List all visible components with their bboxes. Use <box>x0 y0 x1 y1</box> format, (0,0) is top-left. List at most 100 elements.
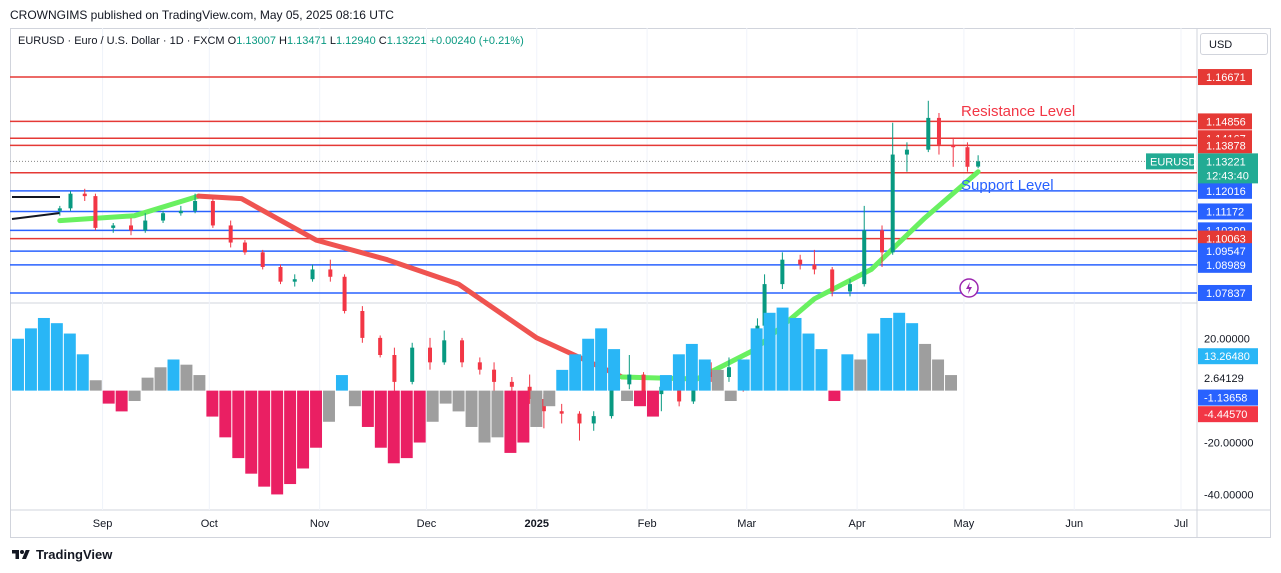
level-label-11: 1.07837 <box>1206 288 1246 300</box>
histogram-bar <box>361 390 374 427</box>
histogram-bar <box>12 338 24 391</box>
level-label-10: 1.08989 <box>1206 260 1246 272</box>
osc-value-label: 13.26480 <box>1204 351 1250 363</box>
candle-body <box>559 411 564 414</box>
histogram-bar <box>569 354 582 391</box>
candle-body <box>193 201 198 211</box>
histogram-bar <box>400 390 413 459</box>
time-tick-label: Apr <box>849 518 866 530</box>
histogram-bar <box>348 390 361 407</box>
candle-body <box>509 381 514 387</box>
level-label-1: 1.14856 <box>1206 116 1246 128</box>
candle-body <box>228 225 233 243</box>
candle-body <box>926 117 931 150</box>
histogram-bar <box>310 390 323 448</box>
histogram-bar <box>284 390 297 485</box>
level-label-5: 1.12016 <box>1206 186 1246 198</box>
candle-body <box>360 311 365 338</box>
candle-body <box>812 264 817 270</box>
time-tick-label: Oct <box>201 518 218 530</box>
legend-close-label: C <box>378 35 387 47</box>
level-badge-6 <box>1198 203 1252 220</box>
annotations: Resistance Level Support Level <box>959 103 1075 298</box>
candle-body <box>726 367 731 377</box>
histogram-bar <box>530 390 543 427</box>
legend-close: 1.13221 <box>386 35 427 47</box>
support-level-annotation: Support Level <box>961 177 1054 194</box>
histogram-bar <box>595 328 608 391</box>
histogram-bar <box>750 328 763 391</box>
osc-axis-label: 20.00000 <box>1204 334 1250 346</box>
candle-body <box>477 362 482 370</box>
currency-button[interactable]: USD <box>1200 33 1268 55</box>
legend-high: 1.13471 <box>287 35 327 47</box>
histogram-bar <box>659 375 672 391</box>
level-badge-8 <box>1198 230 1252 247</box>
histogram-bar <box>763 312 776 391</box>
legend-high-label: H <box>279 35 287 47</box>
osc-value-label: -1.13658 <box>1204 393 1247 405</box>
osc-value-badge <box>1198 389 1258 406</box>
time-axis: Sep Oct Nov Dec 2025 Feb Mar Apr May Jun Jul <box>93 518 1188 530</box>
tradingview-brand[interactable]: TradingView <box>10 547 112 562</box>
candle-body <box>392 355 397 382</box>
histogram-bar <box>63 333 76 391</box>
histogram-bar <box>893 312 906 391</box>
histogram-bar <box>880 317 893 391</box>
histogram-bar <box>323 390 335 422</box>
level-label-0: 1.16671 <box>1206 72 1246 84</box>
candle-body <box>111 225 116 228</box>
level-label-8: 1.10063 <box>1206 234 1246 246</box>
osc-value-badge <box>1198 348 1258 365</box>
candle-body <box>292 279 297 282</box>
histogram-bar <box>452 390 465 412</box>
level-label-3: 1.13878 <box>1206 140 1246 152</box>
histogram-bar <box>297 390 310 469</box>
histogram-bar <box>815 349 828 391</box>
osc-value-label: -4.44570 <box>1204 409 1247 421</box>
histogram-bar <box>193 375 206 391</box>
histogram-bar <box>919 343 932 391</box>
publisher-line: CROWNGIMS published on TradingView.com, … <box>10 8 394 22</box>
candle-body <box>830 269 835 292</box>
histogram-bar <box>154 367 167 391</box>
legend-open: 1.13007 <box>236 35 276 47</box>
candle-body <box>342 276 347 311</box>
resistance-level-annotation: Resistance Level <box>961 103 1075 120</box>
candle-body <box>260 252 265 267</box>
histogram-bar <box>271 390 284 495</box>
time-tick-label: Dec <box>417 518 437 530</box>
candle-body <box>278 267 283 282</box>
time-tick-label: Nov <box>310 518 330 530</box>
histogram-bar <box>672 354 685 391</box>
candle-body <box>93 196 98 228</box>
candle-body <box>627 374 632 385</box>
histogram-bar <box>335 375 348 391</box>
candle-body <box>427 347 432 363</box>
candle-body <box>936 117 941 145</box>
histogram-bar <box>206 390 219 417</box>
histogram-bar <box>426 390 439 422</box>
chart-frame <box>10 28 1271 538</box>
time-tick-label: Jul <box>1174 518 1188 530</box>
histogram-bar <box>608 349 621 391</box>
candle-body <box>965 147 970 167</box>
level-badge-0 <box>1198 69 1252 86</box>
candle-body <box>410 347 415 382</box>
current-price-label: 1.13221 <box>1206 156 1246 168</box>
histogram-bar <box>932 359 945 391</box>
level-label-6: 1.11172 <box>1206 206 1244 218</box>
candle-body <box>641 374 646 395</box>
legend-open-label: O <box>227 35 237 47</box>
candle-body <box>677 386 682 402</box>
candle-body <box>862 230 867 285</box>
histogram-bar <box>167 359 180 391</box>
histogram-bar <box>543 390 556 407</box>
histogram-bar <box>698 359 711 391</box>
osc-axis-label: -20.00000 <box>1204 438 1254 450</box>
candle-body <box>143 220 148 231</box>
osc-value-badge <box>1198 406 1258 423</box>
histogram-bar <box>115 390 128 412</box>
time-tick-label: Sep <box>93 518 113 530</box>
